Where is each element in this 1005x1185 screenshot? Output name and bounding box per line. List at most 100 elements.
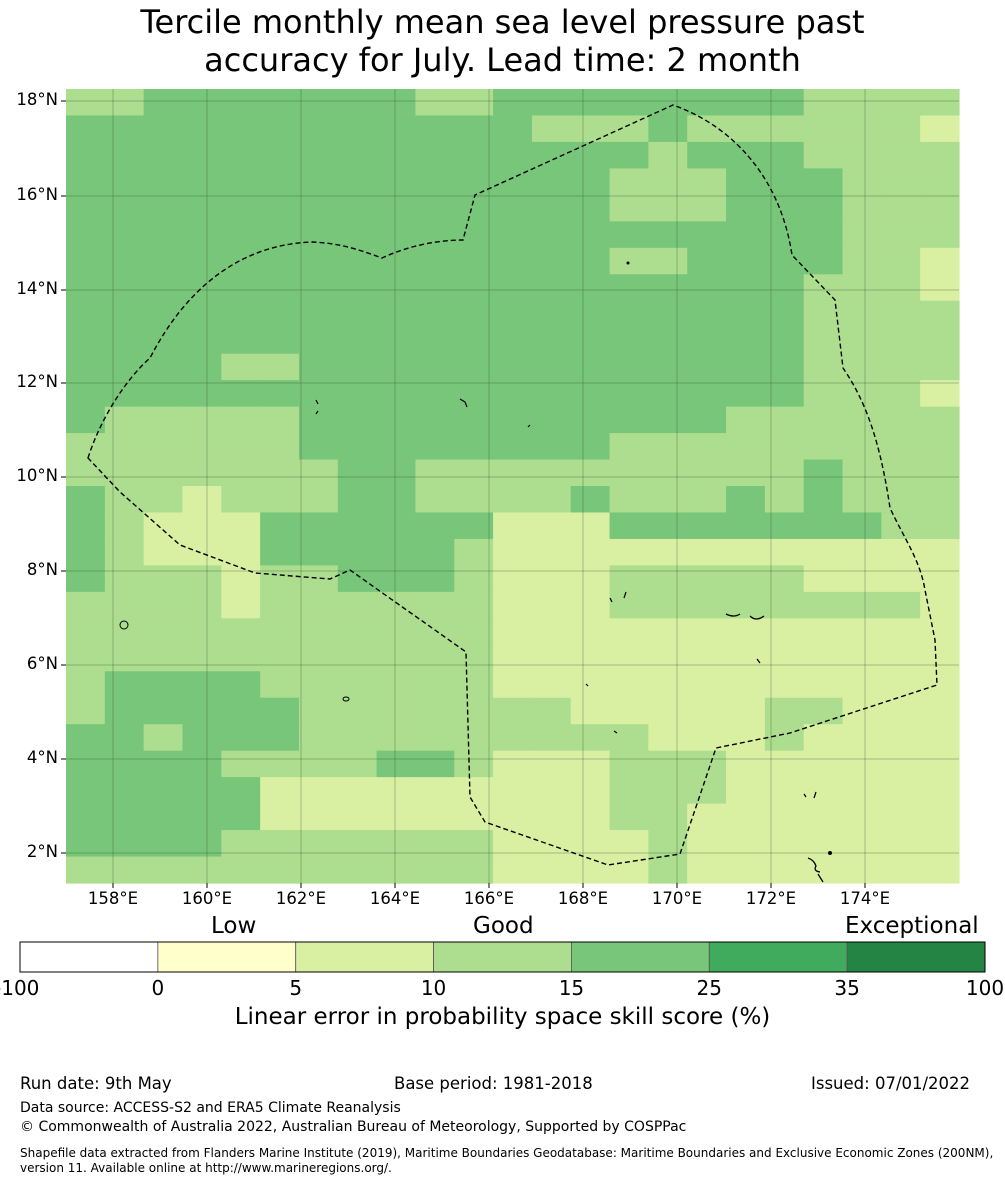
grid-cell [66, 89, 106, 117]
grid-cell [648, 168, 688, 196]
grid-cell [454, 830, 494, 858]
grid-cell [687, 327, 727, 355]
grid-cell [143, 565, 184, 593]
colorbar-segment [846, 941, 986, 973]
grid-cell [609, 89, 649, 117]
grid-cell [493, 697, 533, 725]
grid-cell [66, 353, 106, 381]
grid-cell [842, 221, 882, 249]
grid-cell [764, 247, 805, 275]
grid-cell [66, 327, 106, 355]
grid-cell [493, 591, 533, 619]
grid-cell [66, 697, 106, 725]
grid-cell [337, 618, 378, 646]
grid-cell [609, 777, 649, 805]
grid-cell [376, 750, 417, 778]
grid-cell [298, 644, 339, 672]
grid-cell [648, 750, 688, 778]
grid-cell [221, 89, 261, 117]
colorbar-tick-label: 25 [696, 976, 723, 1000]
grid-cell [104, 221, 145, 249]
grid-cell [66, 830, 106, 858]
grid-cell [143, 168, 184, 196]
grid-cell [260, 486, 300, 514]
grid-cell [260, 141, 300, 169]
grid-cell [66, 115, 106, 143]
grid-cell [104, 777, 145, 805]
axis-ticks [61, 100, 866, 888]
grid-cell [298, 856, 339, 884]
grid-cell [570, 512, 611, 540]
grid-cell [221, 591, 261, 619]
grid-cell [842, 591, 882, 619]
grid-cell [298, 777, 339, 805]
grid-cell [764, 380, 805, 408]
grid-cell [104, 512, 145, 540]
grid-cell [648, 830, 688, 858]
grid-cell [881, 274, 921, 302]
grid-cell [493, 406, 533, 434]
grid-cell [337, 168, 378, 196]
grid-cell [842, 644, 882, 672]
grid-cell [337, 724, 378, 752]
grid-cell [570, 115, 611, 143]
grid-cell [531, 538, 572, 566]
grid-cell [298, 221, 339, 249]
grid-cell [570, 830, 611, 858]
grid-cell [920, 618, 960, 646]
grid-cell [803, 591, 844, 619]
grid-cell [260, 565, 300, 593]
latitude-label: 8°N [26, 560, 58, 579]
grid-cell [531, 406, 572, 434]
grid-cell [221, 618, 261, 646]
grid-cell [298, 433, 339, 461]
grid-cell [415, 353, 455, 381]
latitude-label: 10°N [16, 466, 58, 485]
grid-cell [376, 115, 417, 143]
island [626, 261, 630, 265]
grid-cell [726, 274, 766, 302]
grid-cell [376, 221, 417, 249]
longitude-label: 166°E [463, 889, 515, 908]
grid-cell [454, 406, 494, 434]
grid-cell [66, 591, 106, 619]
grid-cell [454, 247, 494, 275]
grid-cell [609, 459, 649, 487]
grid-cell [764, 300, 805, 328]
grid-cell [881, 168, 921, 196]
colorbar-tick-label: 100 [965, 976, 1005, 1000]
grid-cell [298, 327, 339, 355]
grid-cell [182, 671, 222, 699]
grid-cell [260, 830, 300, 858]
grid-cell [764, 486, 805, 514]
grid-cell [104, 618, 145, 646]
grid-cell [415, 538, 455, 566]
grid-cell [648, 512, 688, 540]
grid-cell [648, 538, 688, 566]
grid-cell [415, 274, 455, 302]
grid-cell [221, 168, 261, 196]
grid-cell [609, 194, 649, 222]
grid-cell [143, 724, 184, 752]
colorbar-segment [157, 941, 297, 973]
grid-cell [182, 168, 222, 196]
grid-cell [415, 618, 455, 646]
grid-cell [764, 353, 805, 381]
grid-cell [182, 618, 222, 646]
grid-cell [920, 803, 960, 831]
grid-cell [182, 89, 222, 117]
colorbar-segment [433, 941, 572, 973]
grid-cell [493, 750, 533, 778]
grid-cell [454, 565, 494, 593]
grid-cell [454, 591, 494, 619]
grid-cell [221, 697, 261, 725]
grid-cell [570, 247, 611, 275]
grid-cell [803, 750, 844, 778]
grid-cell [687, 856, 727, 884]
grid-cell [920, 777, 960, 805]
grid-cell [726, 406, 766, 434]
grid-cell [415, 406, 455, 434]
grid-cell [337, 353, 378, 381]
grid-cell [687, 644, 727, 672]
grid-cell [570, 644, 611, 672]
